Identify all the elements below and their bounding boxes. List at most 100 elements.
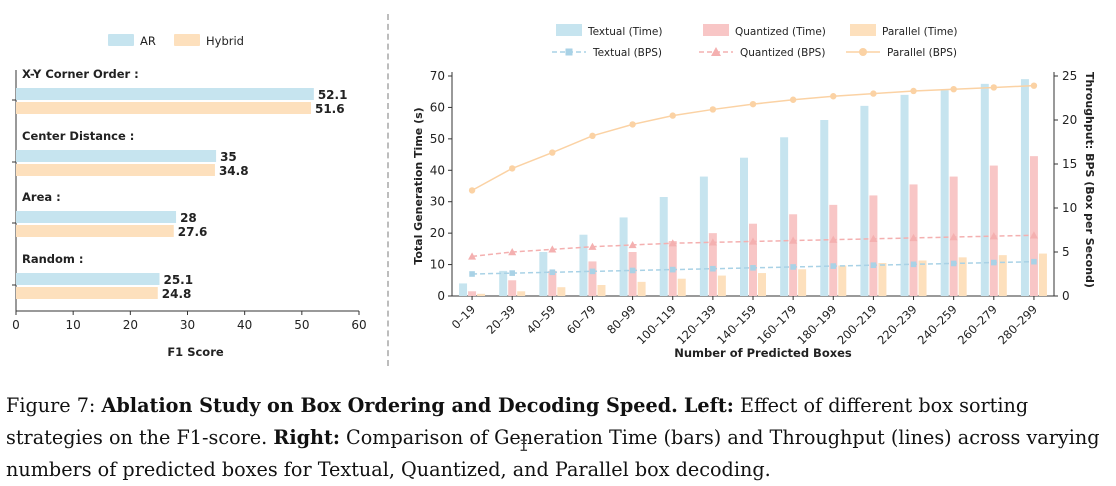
bar-quantized-time-6: [708, 233, 717, 296]
point-parallel-bps-13: [990, 84, 997, 91]
bar-parallel-time-12: [958, 257, 967, 296]
value-label-ar-area: 28: [180, 211, 197, 225]
bar-textual-time-1: [499, 270, 508, 296]
bar-textual-time-6: [699, 176, 708, 296]
y-tick-label: 10: [430, 258, 445, 272]
bar-quantized-time-4: [628, 252, 637, 296]
point-quantized-bps-5: [668, 239, 677, 247]
value-label-hybrid-area: 27.6: [178, 225, 208, 239]
category-label-area: Area :: [22, 190, 61, 204]
text-cursor-icon: I: [519, 436, 529, 455]
point-textual-bps-4: [629, 267, 636, 274]
value-label-ar-center-distance: 35: [220, 150, 237, 164]
point-quantized-bps-1: [508, 248, 517, 256]
point-textual-bps-6: [710, 265, 716, 272]
bar-parallel-time-6: [717, 275, 726, 296]
x-tick-label: 200–219: [835, 302, 880, 347]
y-tick-label: 70: [430, 69, 445, 83]
point-quantized-bps-11: [909, 233, 918, 242]
point-quantized-bps-8: [789, 236, 798, 244]
legend-swatch-quantized-time: [703, 24, 729, 36]
bar-parallel-time-5: [677, 278, 686, 296]
point-textual-bps-8: [790, 264, 796, 270]
legend-marker-textual-bps: [565, 48, 573, 56]
point-textual-bps-13: [991, 259, 997, 266]
bar-parallel-time-9: [838, 265, 847, 296]
legend-marker-quantized-bps: [711, 47, 721, 56]
x-tick-label: 240–259: [915, 302, 960, 347]
caption-title: Ablation Study on Box Ordering and Decod…: [101, 394, 678, 417]
legend-label-quantized-time: Quantized (Time): [735, 26, 826, 38]
bar-parallel-time-10: [878, 263, 887, 296]
x-tick-label: 60–79: [564, 302, 599, 337]
point-quantized-bps-14: [1029, 231, 1038, 239]
point-parallel-bps-6: [709, 106, 717, 113]
bar-ar-center-distance: [16, 150, 217, 162]
point-textual-bps-14: [1031, 258, 1037, 265]
x-tick-label: 20–39: [484, 302, 519, 337]
bar-quantized-time-7: [749, 223, 757, 296]
point-textual-bps-10: [870, 262, 877, 268]
x-tick-label: 20: [123, 318, 138, 332]
y2-tick-label: 5: [1062, 245, 1070, 259]
category-label-random: Random :: [22, 252, 84, 266]
caption-right-label: Right:: [273, 426, 340, 449]
point-quantized-bps-0: [468, 252, 477, 260]
bar-hybrid-center-distance: [16, 164, 215, 176]
legend-label-textual-bps: Textual (BPS): [592, 47, 662, 59]
bar-ar-random: [16, 273, 160, 285]
point-quantized-bps-7: [749, 237, 757, 245]
y2-tick-label: 0: [1062, 289, 1070, 303]
point-textual-bps-12: [950, 260, 957, 267]
bar-quantized-time-10: [869, 195, 878, 296]
bar-hybrid-x-y-corner-order: [16, 102, 311, 114]
point-quantized-bps-6: [708, 238, 717, 246]
value-label-hybrid-random: 24.8: [162, 287, 192, 301]
bar-textual-time-11: [900, 94, 909, 296]
y-tick-label: 20: [430, 226, 445, 240]
value-label-ar-random: 25.1: [163, 273, 193, 287]
legend-label-hybrid: Hybrid: [206, 34, 244, 48]
bar-textual-time-0: [459, 283, 468, 296]
right-chart-speed: Textual (Time) Quantized (Time) Parallel (…: [412, 24, 1096, 360]
x-tick-label: 160–179: [754, 302, 799, 347]
y-tick-label: 60: [430, 100, 445, 114]
value-label-hybrid-x-y-corner-order: 51.6: [315, 102, 345, 116]
bar-textual-time-2: [539, 252, 548, 296]
x-tick-label: 120–139: [674, 302, 719, 347]
bar-textual-time-12: [940, 90, 949, 297]
y2-tick-label: 15: [1062, 157, 1077, 171]
legend-swatch-ar: [108, 34, 134, 46]
caption-right-text: Comparison of Generation Time (bars) and…: [6, 426, 1100, 481]
point-parallel-bps-0: [468, 187, 476, 194]
x-axis-title: F1 Score: [167, 345, 224, 359]
x-tick-label: 220–239: [875, 302, 920, 347]
bar-textual-time-5: [659, 197, 668, 296]
value-label-hybrid-center-distance: 34.8: [219, 164, 249, 178]
panel-divider: [387, 14, 389, 366]
legend-label-quantized-bps: Quantized (BPS): [740, 47, 825, 59]
bar-hybrid-area: [16, 225, 174, 237]
point-parallel-bps-12: [950, 86, 957, 93]
point-parallel-bps-1: [509, 165, 516, 172]
bar-textual-time-3: [579, 234, 588, 296]
bar-ar-x-y-corner-order: [16, 88, 314, 100]
left-chart-f1-ablation: AR Hybrid 0 10 20 30 40 50 60 F1 Score X-Y Corner …: [12, 34, 367, 359]
point-textual-bps-0: [469, 271, 475, 277]
y-tick-label: 40: [430, 163, 445, 177]
x-tick-label: 30: [180, 318, 195, 332]
bar-parallel-time-8: [798, 269, 807, 296]
point-parallel-bps-10: [870, 90, 877, 97]
legend-marker-parallel-bps: [859, 48, 867, 56]
point-parallel-bps-3: [589, 132, 596, 140]
value-label-ar-x-y-corner-order: 52.1: [318, 88, 348, 102]
point-textual-bps-9: [830, 263, 837, 269]
bar-textual-time-10: [860, 105, 869, 296]
x-axis-title: Number of Predicted Boxes: [674, 346, 852, 360]
bar-textual-time-14: [1020, 79, 1029, 297]
point-textual-bps-5: [669, 266, 676, 273]
x-tick-label: 260–279: [955, 302, 1000, 347]
y2-axis-title: Throughput: BPS (Box per Second): [1083, 72, 1096, 288]
point-textual-bps-11: [910, 261, 917, 268]
